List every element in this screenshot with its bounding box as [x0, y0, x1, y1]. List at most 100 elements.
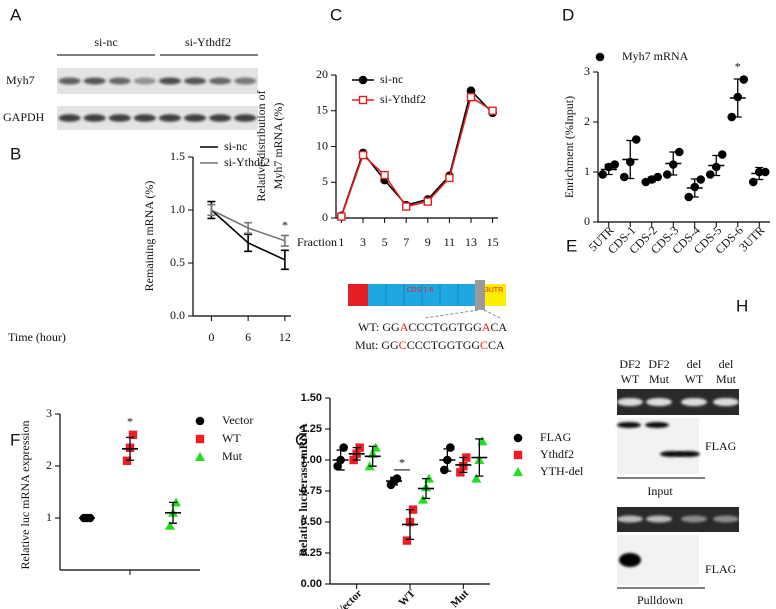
- error-bar: [604, 163, 613, 176]
- legend-label: FLAG: [540, 430, 572, 444]
- marker: [760, 167, 770, 177]
- x-tick-label: 7: [403, 235, 409, 249]
- band: [83, 114, 106, 122]
- band: [83, 77, 106, 85]
- x-axis-label: Time (hour): [8, 330, 66, 344]
- error-bar: [83, 516, 91, 520]
- marker: [739, 75, 749, 84]
- legend-label: si-Ythdf2: [224, 155, 270, 169]
- legend-label: YTH-del: [540, 464, 584, 478]
- legend-marker: [358, 75, 368, 85]
- x-tick-label: Vector: [334, 587, 364, 609]
- group-label: si-Ythdf2: [185, 35, 231, 49]
- annotation: *: [282, 218, 288, 232]
- legend-marker: [513, 433, 523, 443]
- error-bar: [733, 78, 742, 118]
- marker: [128, 430, 138, 439]
- lane-label: DF2: [648, 357, 669, 371]
- y-axis-label: Relative distribution of: [254, 90, 268, 201]
- error-bar: [336, 449, 345, 471]
- error-bar: [626, 139, 635, 180]
- band: [58, 114, 81, 122]
- band: [617, 515, 643, 523]
- error-bar: [390, 476, 398, 486]
- site-box: [475, 280, 485, 310]
- marker: [610, 160, 620, 169]
- band: [158, 77, 181, 85]
- band: [184, 114, 207, 122]
- panel-letter: B: [10, 144, 21, 163]
- x-tick-label: 5: [382, 235, 388, 249]
- cds-box: [368, 284, 475, 306]
- annotation: *: [127, 415, 133, 429]
- y-tick-label: 3: [46, 406, 52, 420]
- legend-marker: [195, 434, 205, 444]
- y-tick-label: 0.5: [170, 255, 185, 269]
- marker: [598, 170, 608, 179]
- marker: [631, 135, 641, 144]
- panel-letter: D: [562, 5, 574, 24]
- annotation: *: [735, 59, 741, 73]
- y-tick-label: 0.75: [301, 485, 322, 497]
- legend-label: WT: [222, 431, 241, 445]
- y-tick-label: 1.25: [301, 423, 322, 435]
- error-bar: [368, 445, 377, 467]
- marker: [423, 197, 432, 206]
- legend-label: Ythdf2: [540, 447, 574, 461]
- gene-diagram: 5UTR CDS 1-6 3UTR WT: GGACCCTGGTGGACA Mu…: [348, 280, 507, 352]
- x-tick-label: 9: [425, 235, 431, 249]
- error-bar: [169, 501, 177, 524]
- x-tick-label: 0: [208, 330, 214, 344]
- band: [133, 77, 156, 85]
- y-tick-label: 0: [322, 210, 328, 224]
- x-tick-label: 3UTR: [736, 223, 767, 254]
- band: [619, 553, 641, 567]
- error-bar: [755, 166, 764, 181]
- error-bar: [690, 178, 699, 198]
- error-bar: [280, 249, 289, 271]
- x-tick-label: 11: [444, 235, 456, 249]
- x-tick-label: 6: [245, 330, 251, 344]
- y-axis-label: Relative luc mRNA expression: [18, 421, 32, 570]
- band: [617, 398, 643, 406]
- band: [58, 77, 81, 85]
- band: [184, 77, 207, 85]
- marker: [440, 465, 449, 475]
- zoom-line: [424, 309, 479, 319]
- error-bar: [459, 456, 468, 474]
- band: [108, 114, 131, 122]
- panel-letter: G: [295, 430, 308, 449]
- error-bar: [280, 234, 289, 247]
- band: [234, 77, 257, 85]
- blot-label: FLAG: [705, 562, 737, 576]
- row-label: GAPDH: [3, 110, 45, 124]
- marker: [488, 106, 497, 115]
- y-tick-label: 0.0: [170, 308, 185, 322]
- y-axis-label: Enrichment (%Input): [562, 96, 576, 198]
- marker: [717, 150, 727, 159]
- marker: [358, 150, 368, 160]
- wt-sequence: WT: GGACCCTGGTGGACA: [358, 320, 507, 334]
- error-bar: [669, 151, 678, 176]
- marker: [466, 92, 476, 102]
- region-label: CDS 1-6: [407, 287, 434, 294]
- error-bar: [126, 436, 134, 461]
- band: [209, 114, 232, 122]
- y-tick-label: 0.00: [301, 578, 322, 590]
- band: [713, 515, 739, 523]
- y-axis-label: Relative luciferase mRNA: [296, 423, 310, 557]
- marker: [471, 473, 482, 483]
- y-tick-label: 1.5: [170, 149, 185, 163]
- marker: [402, 536, 412, 545]
- region-label: 3UTR: [485, 287, 503, 294]
- blot-label: FLAG: [705, 439, 737, 453]
- utr5-box: [348, 284, 368, 306]
- marker: [727, 112, 737, 122]
- error-bar: [352, 446, 361, 461]
- annotation: *: [399, 456, 405, 470]
- marker: [684, 192, 694, 202]
- marker: [380, 170, 389, 180]
- x-tick-label: 3: [360, 235, 366, 249]
- y-tick-label: 20: [316, 67, 328, 81]
- y-tick-label: 2: [46, 458, 52, 472]
